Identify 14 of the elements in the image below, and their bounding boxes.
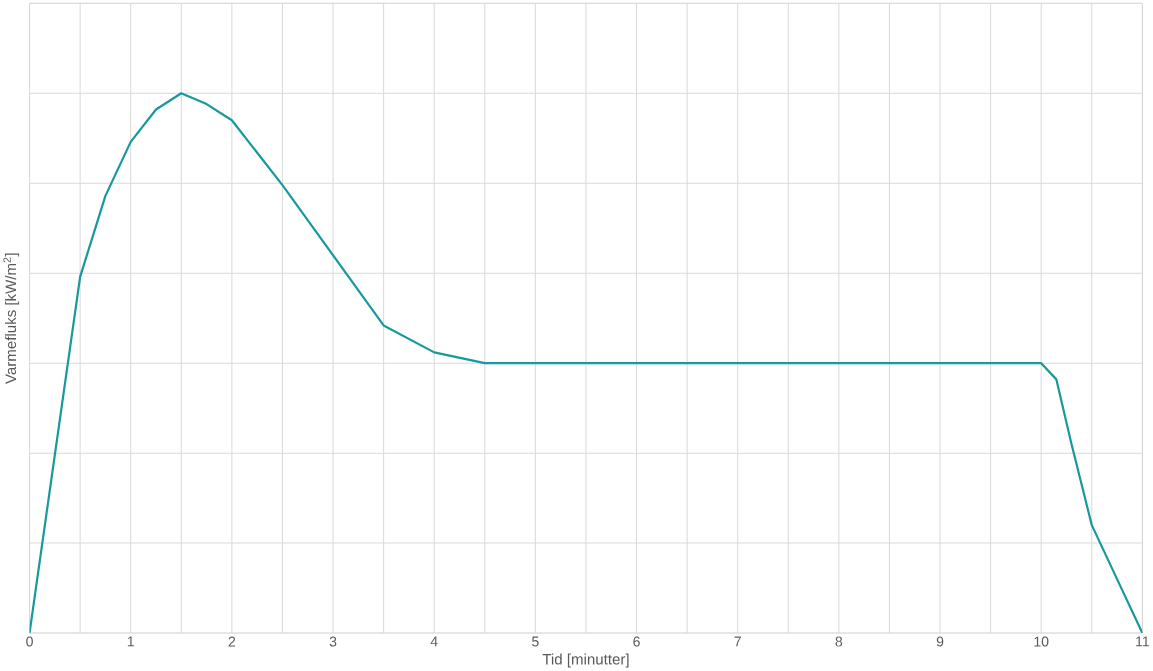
y-axis-title: Varmefluks [kW/m$^{2}$]: [3, 253, 20, 385]
x-tick-label: 7: [734, 636, 741, 647]
x-tick-label: 4: [430, 636, 438, 647]
x-tick-label: 11: [1136, 636, 1149, 647]
x-tick-label: 8: [835, 636, 843, 647]
x-tick-label: 5: [532, 636, 539, 647]
x-tick-label: 9: [936, 636, 944, 647]
x-tick-label: 3: [329, 636, 337, 647]
x-tick-label: 2: [228, 636, 236, 647]
x-tick-label: 0: [26, 636, 33, 647]
x-tick-label: 10: [1034, 636, 1049, 647]
x-tick-label: 1: [127, 636, 134, 647]
x-tick-label: 6: [633, 636, 640, 647]
x-axis-title: Tid [minutter]: [542, 653, 629, 668]
